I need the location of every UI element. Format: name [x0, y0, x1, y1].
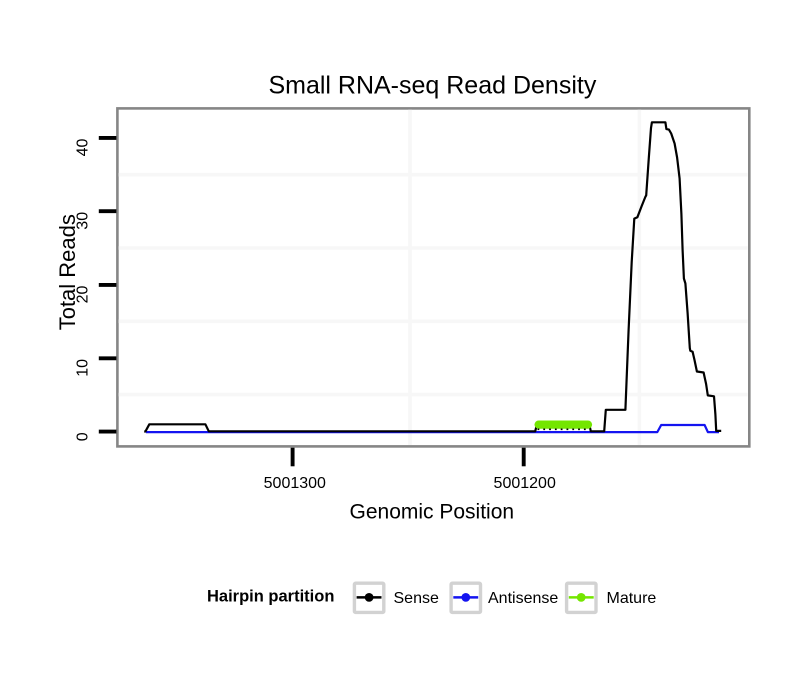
svg-text:20: 20 — [75, 285, 92, 303]
svg-text:Hairpin partition: Hairpin partition — [207, 588, 334, 606]
svg-text:10: 10 — [75, 359, 92, 377]
svg-text:Mature: Mature — [607, 590, 657, 607]
svg-text:5001300: 5001300 — [264, 475, 326, 492]
svg-text:5001200: 5001200 — [494, 475, 556, 492]
svg-text:0: 0 — [75, 432, 92, 441]
svg-text:30: 30 — [75, 212, 92, 230]
svg-text:40: 40 — [75, 138, 92, 156]
svg-text:Genomic Position: Genomic Position — [350, 501, 515, 524]
svg-text:Sense: Sense — [394, 590, 439, 607]
svg-text:Small RNA-seq Read Density: Small RNA-seq Read Density — [268, 72, 596, 100]
svg-text:Total Reads: Total Reads — [55, 214, 80, 330]
svg-text:Antisense: Antisense — [488, 590, 558, 607]
